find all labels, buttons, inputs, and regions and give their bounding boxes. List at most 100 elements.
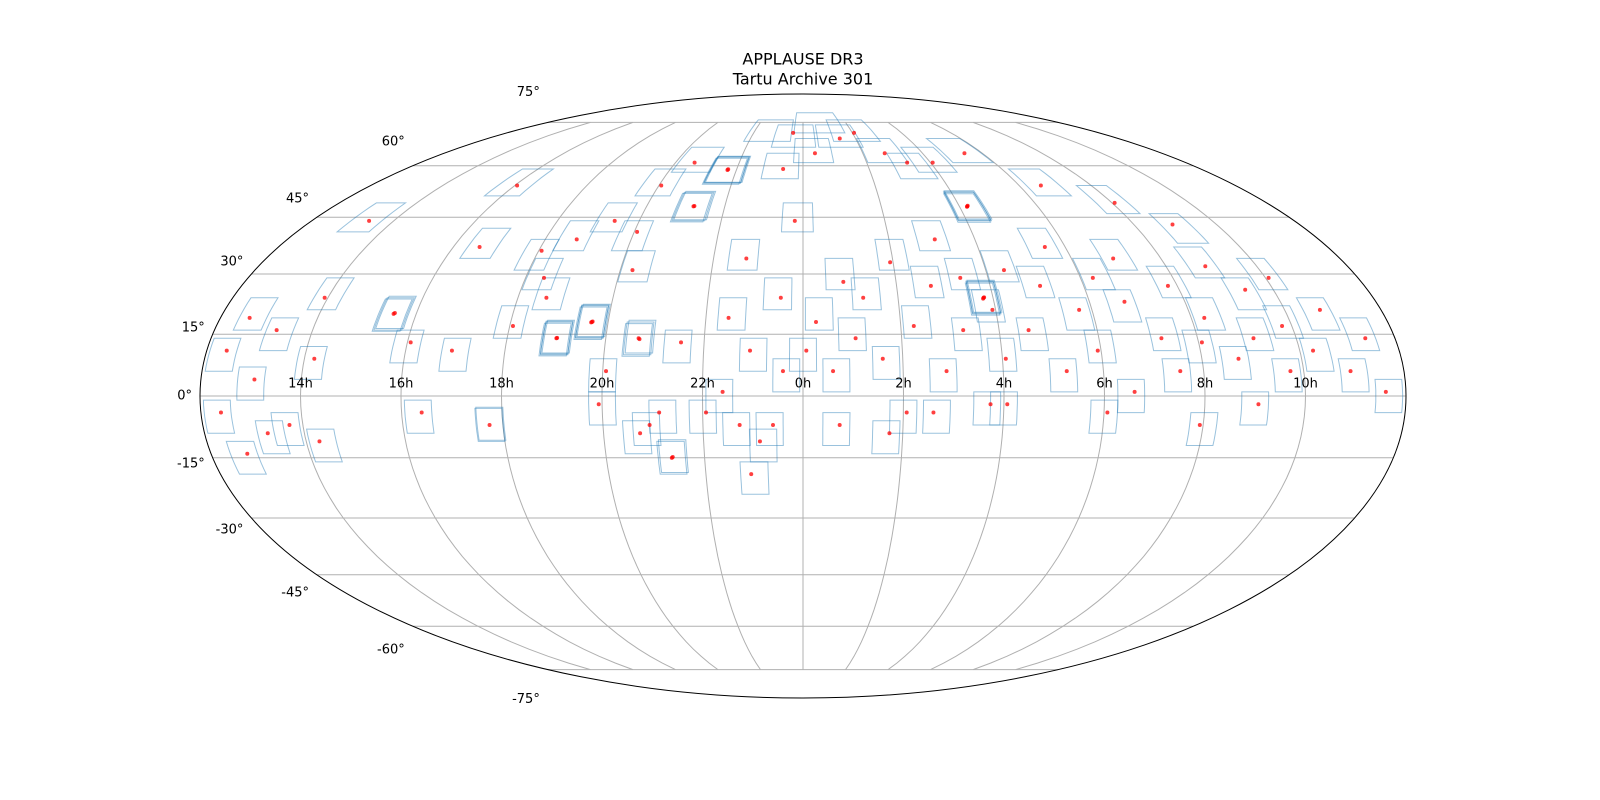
plate-footprint [793,112,846,134]
plate-footprint [964,282,1001,316]
plate-footprint [965,280,1002,314]
object-point [510,324,515,329]
plate-footprint [1271,358,1303,393]
plate-footprint [1144,317,1182,352]
plate-footprint [258,317,300,352]
object-point [477,244,482,249]
plate-footprint [588,358,618,393]
y-tick-label: 0° [177,389,192,404]
object-point [720,389,725,394]
plate-footprint [1147,213,1210,244]
y-tick-label: 30° [220,255,243,270]
object-point [804,348,809,353]
object-point [638,431,643,436]
grid-line [887,121,1005,671]
plate-footprint [965,281,1002,315]
plate-footprint [824,257,856,291]
y-tick-label: -45° [281,585,309,600]
plate-footprint [670,146,726,173]
grid-line [299,121,591,671]
object-point [1199,340,1204,345]
plate-footprint [622,321,655,356]
object-point [274,328,279,333]
plate-footprint [270,412,305,446]
object-point [1363,336,1368,341]
plate-footprint [1185,412,1219,446]
plate-footprint [850,277,882,311]
object-point [1038,283,1043,288]
y-tick-label: 60° [382,134,405,149]
x-tick-label: 16h [389,377,414,392]
plate-footprint [1218,346,1252,380]
plate-footprint [374,295,417,329]
object-point [1203,264,1208,269]
plate-footprint [814,124,865,148]
plate-footprint [1015,317,1050,352]
marks [202,112,1404,495]
plate-footprint [621,323,654,357]
object-point [1026,328,1031,333]
object-point [748,348,753,353]
plate-footprint [1116,378,1146,414]
object-point [1197,422,1202,427]
object-point [888,260,893,265]
plate-footprint [972,391,1002,426]
plate-footprint [1295,297,1341,331]
plate-footprint [1220,277,1268,311]
grid-line [601,121,719,671]
object-point [1243,287,1248,292]
plate-footprint [942,191,992,221]
plate-footprint [648,399,678,434]
plate-footprint [204,337,242,372]
plate-footprint [871,346,901,380]
plate-footprint [531,277,571,311]
plate-footprint [513,238,561,271]
object-point [1132,389,1137,394]
x-tick-label: 8h [1197,377,1214,392]
y-tick-label: 75° [517,85,540,100]
plate-footprint [232,297,279,331]
plate-footprint [688,399,718,434]
plate-footprint [438,337,472,372]
object-point [911,324,916,329]
object-point [692,160,697,165]
object-point [852,130,857,135]
x-tick-label: 0h [795,377,812,392]
plate-footprint [621,420,653,455]
object-point [837,136,842,141]
y-tick-label: 45° [286,192,309,207]
x-tick-label: 14h [288,377,313,392]
object-point [1090,275,1095,280]
plate-footprint [748,428,778,463]
object-point [1317,307,1322,312]
plate-footprint [922,399,951,434]
object-point [408,340,413,345]
object-point [944,369,949,374]
plate-footprint [588,391,617,426]
object-point [1170,222,1175,227]
object-point [1256,402,1261,407]
object-point [744,256,749,261]
plate-footprint [1102,289,1143,323]
object-point [853,336,858,341]
plate-footprint [762,277,793,311]
plate-footprint [671,191,715,222]
object-point [322,295,327,300]
plate-footprint [942,193,992,223]
plate-footprint [705,378,734,414]
plate-footprint [202,399,236,434]
plate-footprint [1075,185,1142,215]
plate-footprint [925,138,995,164]
object-point [1042,244,1047,249]
plate-footprint [236,366,267,401]
plate-footprint [943,190,993,220]
plate-footprint [1161,358,1193,393]
plate-footprint [979,250,1020,283]
object-point [574,237,579,242]
object-point [1348,369,1353,374]
object-point [905,160,910,165]
plate-footprint [804,297,834,331]
object-point [964,204,969,209]
plate-footprint [617,250,656,283]
